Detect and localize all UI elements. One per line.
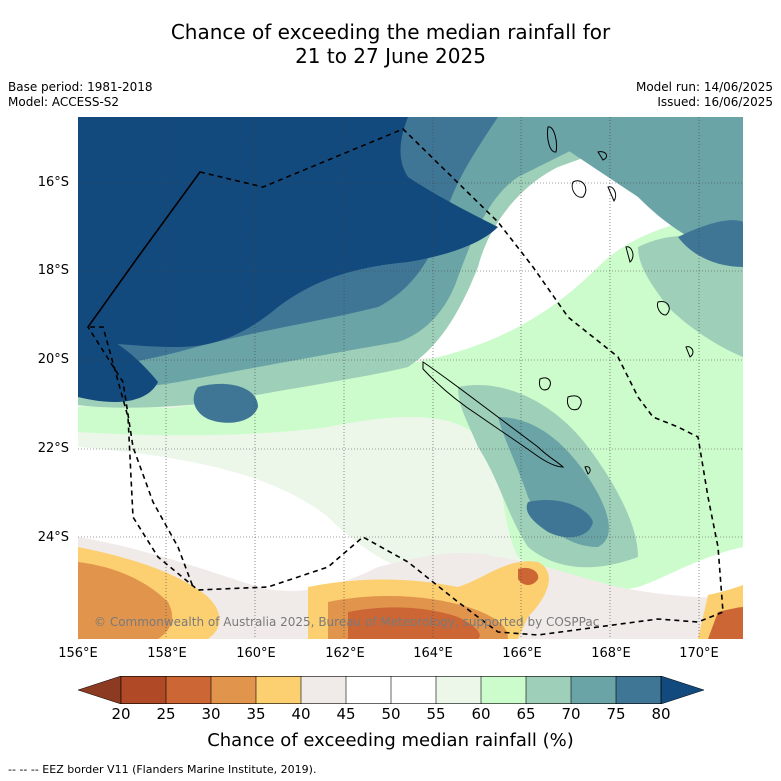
colorbar-tick-80: 80 <box>651 705 671 723</box>
colorbar-65-70 <box>526 676 571 704</box>
lon-label-156e: 156°E <box>58 646 98 661</box>
lon-label-168e: 168°E <box>591 646 631 661</box>
colorbar-tick-30: 30 <box>201 705 221 723</box>
base-period: Base period: 1981-2018 <box>8 80 153 94</box>
band-25-30-blob <box>518 567 539 585</box>
colorbar-50-55 <box>391 676 436 704</box>
model-run: Model run: 14/06/2025 <box>635 80 773 94</box>
colorbar-35-40 <box>256 676 301 704</box>
lon-label-170e: 170°E <box>679 646 719 661</box>
band-over-80 <box>78 117 498 347</box>
colorbar <box>78 676 704 704</box>
colorbar-25-30 <box>166 676 211 704</box>
new-caledonia-island <box>422 361 565 468</box>
colorbar-tick-75: 75 <box>606 705 626 723</box>
band-65-70-east <box>638 236 743 357</box>
model-name: Model: ACCESS-S2 <box>8 95 120 109</box>
colorbar-75-80 <box>616 676 661 704</box>
title-line-2: 21 to 27 June 2025 <box>295 44 486 68</box>
map-title: Chance of exceeding the median rainfall … <box>0 20 781 68</box>
loyalty-islands <box>539 377 591 475</box>
band-25-30-east <box>708 607 743 639</box>
meta-left: Base period: 1981-2018 Model: ACCESS-S2 <box>8 80 153 110</box>
graticule <box>78 117 743 639</box>
colorbar-tick-45: 45 <box>336 705 356 723</box>
colorbar-dividers <box>120 676 662 704</box>
lon-label-158e: 158°E <box>147 646 187 661</box>
colorbar-tick-70: 70 <box>561 705 581 723</box>
colorbar-tick-25: 25 <box>156 705 176 723</box>
colorbar-tick-60: 60 <box>471 705 491 723</box>
eez-border-west <box>87 171 201 588</box>
colorbar-60-65 <box>481 676 526 704</box>
colorbar-tick-20: 20 <box>111 705 131 723</box>
colorbar-tick-65: 65 <box>516 705 536 723</box>
rainfall-map: © Commonwealth of Australia 2025, Bureau… <box>78 117 743 639</box>
colorbar-30-35 <box>211 676 256 704</box>
colorbar-70-75 <box>571 676 616 704</box>
colorbar-tick-40: 40 <box>291 705 311 723</box>
band-60-65-west <box>78 405 228 432</box>
colorbar-under-20 <box>78 676 122 704</box>
colorbar-55-60 <box>436 676 481 704</box>
meta-right: Model run: 14/06/2025 Issued: 16/06/2025 <box>636 80 773 110</box>
band-75-80-blob <box>193 383 258 423</box>
band-over-80-west <box>78 327 158 402</box>
eez-footnote: -- -- -- EEZ border V11 (Flanders Marine… <box>8 763 317 776</box>
lon-label-166e: 166°E <box>502 646 542 661</box>
band-70-75-ne <box>548 117 743 257</box>
vanuatu-islands <box>547 126 694 358</box>
band-75-80-south <box>526 499 593 538</box>
colorbar-over-80 <box>660 676 704 704</box>
lon-label-162e: 162°E <box>325 646 365 661</box>
lat-label-24s: 24°S <box>37 530 69 545</box>
title-line-1: Chance of exceeding the median rainfall … <box>170 20 611 44</box>
lat-label-16s: 16°S <box>37 175 69 190</box>
colorbar-20-25 <box>121 676 166 704</box>
band-75-80-east <box>678 220 743 267</box>
map-canvas <box>78 117 743 639</box>
colorbar-45-50 <box>346 676 391 704</box>
lat-label-20s: 20°S <box>37 352 69 367</box>
lat-label-22s: 22°S <box>37 441 69 456</box>
colorbar-40-45 <box>301 676 346 704</box>
band-30-35 <box>78 562 173 639</box>
lon-label-160e: 160°E <box>236 646 276 661</box>
eez-border <box>86 128 724 636</box>
colorbar-tick-35: 35 <box>246 705 266 723</box>
lon-label-164e: 164°E <box>413 646 453 661</box>
band-25-30 <box>348 607 480 639</box>
lat-label-18s: 18°S <box>37 263 69 278</box>
issued-date: Issued: 16/06/2025 <box>657 95 773 109</box>
colorbar-label: Chance of exceeding median rainfall (%) <box>207 730 574 751</box>
copyright-notice: © Commonwealth of Australia 2025, Bureau… <box>94 615 600 629</box>
colorbar-tick-50: 50 <box>381 705 401 723</box>
colorbar-tick-55: 55 <box>426 705 446 723</box>
